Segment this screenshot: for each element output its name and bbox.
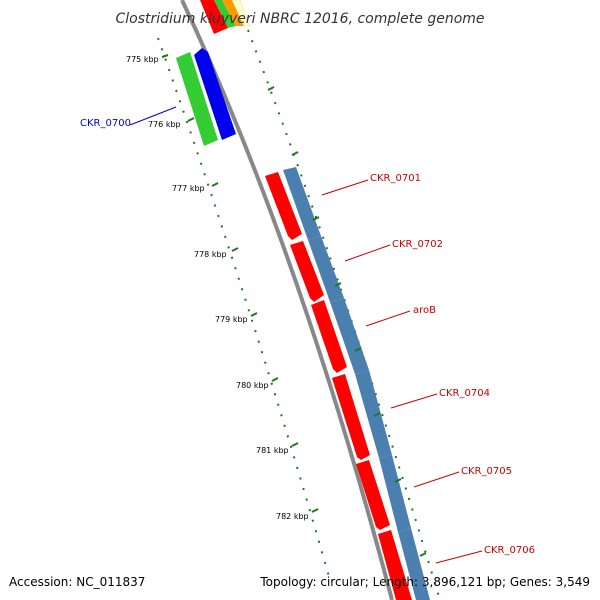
tick-label-777: 777 kbp: [172, 184, 205, 193]
tick-label-776: 776 kbp: [148, 120, 181, 129]
tick-label-778: 778 kbp: [194, 250, 227, 259]
gene-ckr-0705[interactable]: [356, 460, 390, 530]
gene-label-ckr-0701[interactable]: CKR_0701: [370, 173, 421, 184]
gene-label-ckr-0706[interactable]: CKR_0706: [484, 545, 535, 556]
blue-cds-track: [283, 167, 430, 600]
accession-text: Accession: NC_011837: [9, 575, 145, 589]
red-cds-track: [265, 172, 412, 600]
tick-label-780: 780 kbp: [236, 381, 269, 390]
top-partial-genes: [200, 0, 251, 34]
ruler-dots-inner: [157, 37, 331, 581]
gene-label-arob[interactable]: aroB: [413, 305, 436, 316]
gene-label-ckr-0702[interactable]: CKR_0702: [392, 239, 443, 250]
tick-label-779: 779 kbp: [215, 315, 248, 324]
gene-ckr-0700[interactable]: [176, 52, 218, 146]
tick-marks: [161, 54, 427, 557]
label-leaders: [129, 106, 483, 564]
gene-arob[interactable]: [311, 300, 347, 373]
gene-label-ckr-0704[interactable]: CKR_0704: [439, 388, 490, 399]
genome-summary-text: Topology: circular; Length: 3,896,121 bp…: [259, 575, 590, 589]
map-title: Clostridium kluyveri NBRC 12016, complet…: [115, 11, 484, 27]
tick-label-782: 782 kbp: [276, 512, 309, 521]
tick-label-775: 775 kbp: [126, 55, 159, 64]
gene-ckr-0700-partner[interactable]: [194, 48, 236, 140]
gene-ckr-0704[interactable]: [332, 374, 370, 460]
gene-ckr-0701[interactable]: [265, 172, 302, 240]
gene-ckr-0702[interactable]: [290, 241, 324, 302]
gene-label-ckr-0705[interactable]: CKR_0705: [461, 466, 512, 477]
gene-label-ckr-0700[interactable]: CKR_0700: [80, 118, 131, 129]
gene-ckr-0706[interactable]: [378, 530, 412, 600]
tick-label-781: 781 kbp: [256, 446, 289, 455]
